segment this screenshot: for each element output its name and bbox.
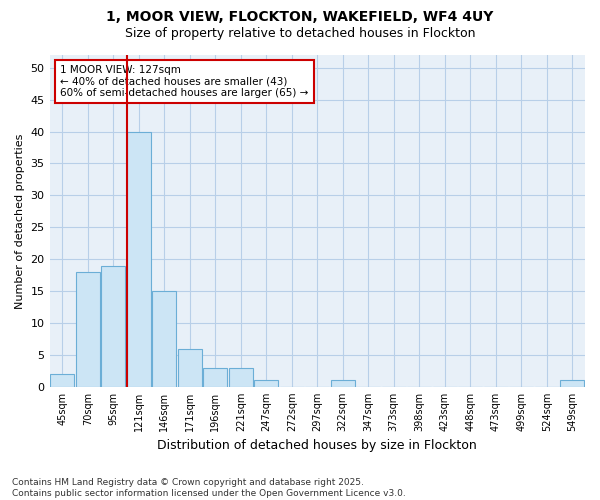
Y-axis label: Number of detached properties: Number of detached properties [15,133,25,308]
Bar [101,266,125,387]
Bar [254,380,278,387]
Text: Contains HM Land Registry data © Crown copyright and database right 2025.
Contai: Contains HM Land Registry data © Crown c… [12,478,406,498]
Text: 1, MOOR VIEW, FLOCKTON, WAKEFIELD, WF4 4UY: 1, MOOR VIEW, FLOCKTON, WAKEFIELD, WF4 4… [106,10,494,24]
Text: Size of property relative to detached houses in Flockton: Size of property relative to detached ho… [125,28,475,40]
Bar [152,291,176,387]
Text: 1 MOOR VIEW: 127sqm
← 40% of detached houses are smaller (43)
60% of semi-detach: 1 MOOR VIEW: 127sqm ← 40% of detached ho… [60,65,308,98]
X-axis label: Distribution of detached houses by size in Flockton: Distribution of detached houses by size … [157,440,477,452]
Bar [229,368,253,387]
Bar [50,374,74,387]
Bar [76,272,100,387]
Bar [203,368,227,387]
Bar [560,380,584,387]
Bar [331,380,355,387]
Bar [127,132,151,387]
Bar [178,348,202,387]
